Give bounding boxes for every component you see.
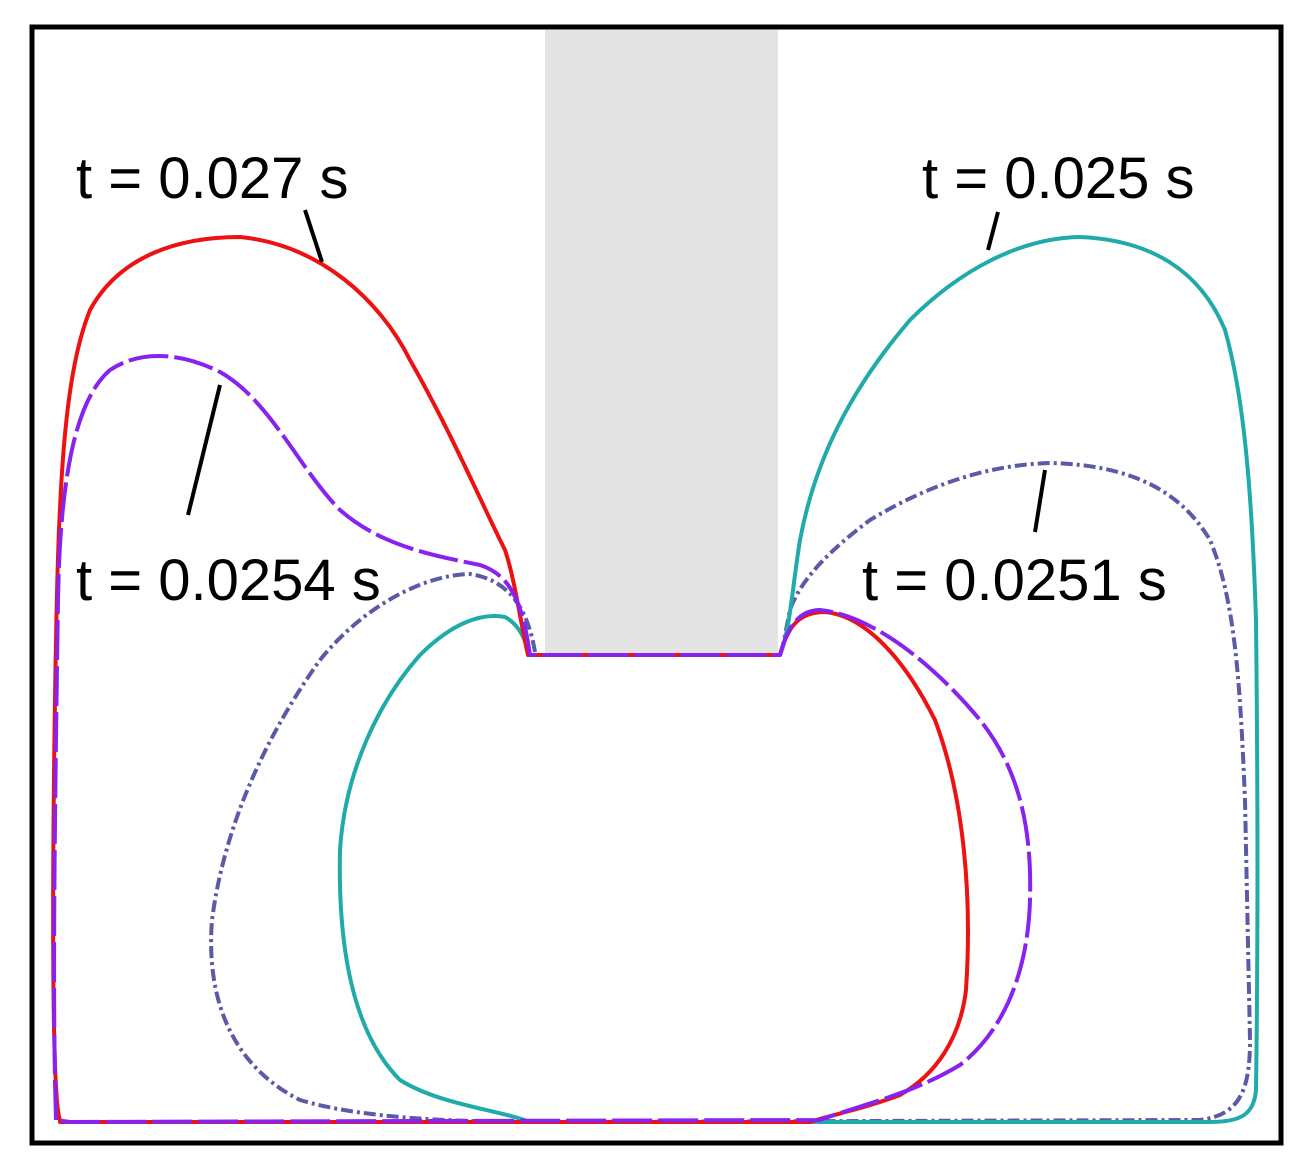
- label: t = 0.025 s: [922, 146, 1194, 211]
- contour-025: [337, 235, 1260, 1124]
- label: t = 0.0251 s: [862, 548, 1167, 613]
- label: t = 0.0254 s: [76, 548, 381, 613]
- contour-0254: [52, 353, 1033, 1124]
- block: [545, 30, 778, 655]
- leader-line: [986, 211, 1000, 251]
- leader-line: [1033, 469, 1047, 533]
- leader-line: [303, 209, 324, 263]
- label: t = 0.027 s: [76, 146, 348, 211]
- leader-line: [186, 384, 222, 516]
- contour-027: [51, 235, 970, 1124]
